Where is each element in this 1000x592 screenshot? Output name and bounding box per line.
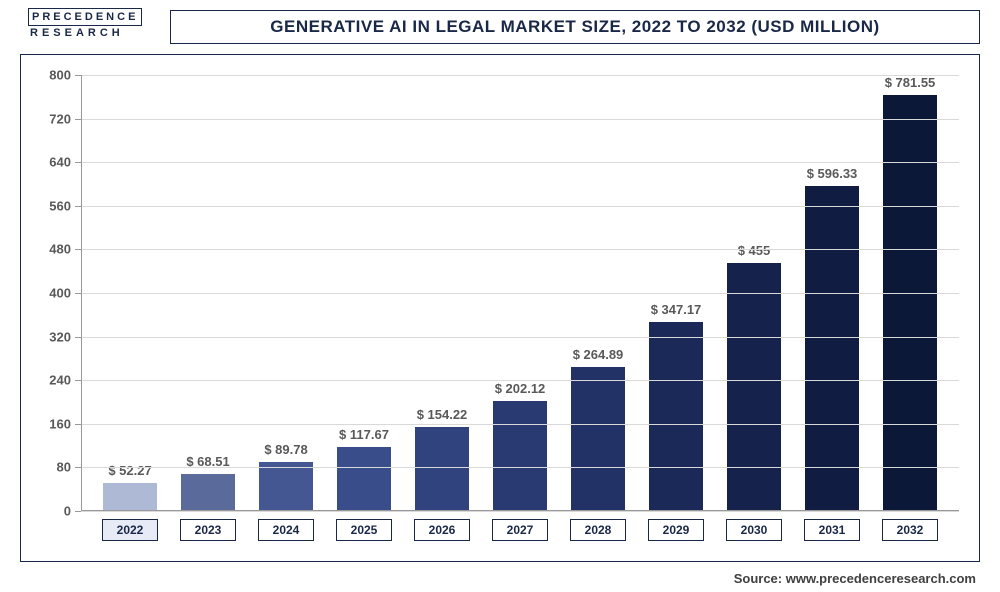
x-category-label: 2023: [180, 519, 236, 541]
bar: [415, 427, 468, 511]
x-category-label: 2025: [336, 519, 392, 541]
y-tick-label: 320: [49, 329, 81, 344]
bar-value-label: $ 347.17: [651, 302, 702, 317]
bar: [727, 263, 780, 511]
chart-title-bar: GENERATIVE AI IN LEGAL MARKET SIZE, 2022…: [170, 10, 980, 44]
bar-value-label: $ 781.55: [885, 75, 936, 90]
y-tick-label: 240: [49, 373, 81, 388]
y-tick-label: 400: [49, 286, 81, 301]
grid-line: [81, 511, 959, 512]
chart-title: GENERATIVE AI IN LEGAL MARKET SIZE, 2022…: [270, 17, 879, 36]
bar-value-label: $ 596.33: [807, 166, 858, 181]
logo-line-1: PRECEDENCE: [28, 8, 142, 26]
bar-value-label: $ 154.22: [417, 407, 468, 422]
grid-line: [81, 119, 959, 120]
x-category-label: 2028: [570, 519, 626, 541]
plot-area: $ 52.272022$ 68.512023$ 89.782024$ 117.6…: [81, 75, 959, 511]
y-tick-label: 720: [49, 111, 81, 126]
y-tick-label: 480: [49, 242, 81, 257]
grid-line: [81, 337, 959, 338]
x-category-label: 2027: [492, 519, 548, 541]
bar: [571, 367, 624, 511]
y-tick-label: 800: [49, 68, 81, 83]
bar: [181, 474, 234, 511]
grid-line: [81, 380, 959, 381]
bar-value-label: $ 52.27: [108, 463, 151, 478]
x-category-label: 2032: [882, 519, 938, 541]
brand-logo: PRECEDENCE RESEARCH: [28, 8, 142, 39]
bar: [805, 186, 858, 511]
grid-line: [81, 162, 959, 163]
bar: [103, 483, 156, 511]
x-category-label: 2029: [648, 519, 704, 541]
y-tick-label: 0: [64, 504, 81, 519]
grid-line: [81, 424, 959, 425]
bar: [337, 447, 390, 511]
y-tick-label: 560: [49, 198, 81, 213]
grid-line: [81, 75, 959, 76]
y-tick-label: 160: [49, 416, 81, 431]
bar: [883, 95, 936, 511]
x-category-label: 2031: [804, 519, 860, 541]
x-category-label: 2026: [414, 519, 470, 541]
grid-line: [81, 293, 959, 294]
source-text: Source: www.precedenceresearch.com: [734, 571, 976, 586]
y-axis: [81, 75, 82, 511]
bar-value-label: $ 117.67: [339, 427, 389, 442]
bar-value-label: $ 455: [738, 243, 771, 258]
grid-line: [81, 467, 959, 468]
grid-line: [81, 206, 959, 207]
bar: [259, 462, 312, 511]
x-category-label: 2022: [102, 519, 158, 541]
bar-value-label: $ 89.78: [264, 442, 307, 457]
bar-value-label: $ 202.12: [495, 381, 546, 396]
x-category-label: 2024: [258, 519, 314, 541]
y-tick-label: 80: [57, 460, 81, 475]
grid-line: [81, 249, 959, 250]
logo-line-2: RESEARCH: [28, 27, 142, 39]
bar: [493, 401, 546, 511]
chart-frame: $ 52.272022$ 68.512023$ 89.782024$ 117.6…: [20, 54, 980, 562]
bar: [649, 322, 702, 511]
x-category-label: 2030: [726, 519, 782, 541]
x-axis: [81, 510, 959, 511]
y-tick-label: 640: [49, 155, 81, 170]
bar-value-label: $ 264.89: [573, 347, 624, 362]
